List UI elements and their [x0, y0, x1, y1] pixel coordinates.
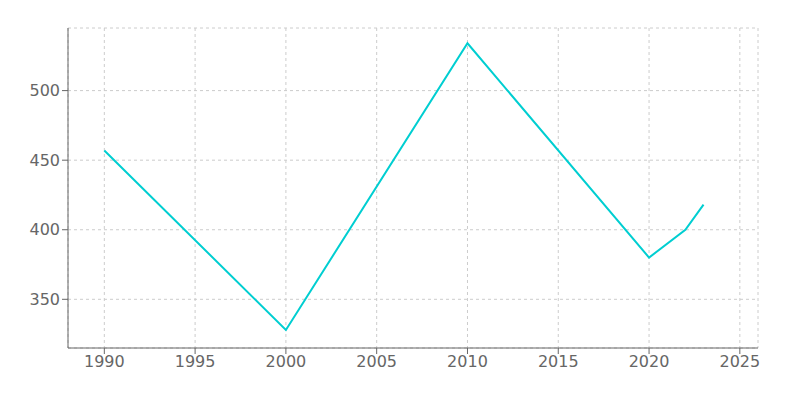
- svg-text:2000: 2000: [266, 352, 307, 371]
- svg-text:350: 350: [29, 290, 60, 309]
- svg-text:500: 500: [29, 81, 60, 100]
- svg-text:2010: 2010: [447, 352, 488, 371]
- svg-text:1995: 1995: [175, 352, 216, 371]
- svg-text:450: 450: [29, 151, 60, 170]
- svg-text:2005: 2005: [356, 352, 397, 371]
- svg-text:2015: 2015: [538, 352, 579, 371]
- svg-text:400: 400: [29, 220, 60, 239]
- svg-text:2020: 2020: [629, 352, 670, 371]
- svg-text:1990: 1990: [84, 352, 125, 371]
- svg-text:2025: 2025: [719, 352, 760, 371]
